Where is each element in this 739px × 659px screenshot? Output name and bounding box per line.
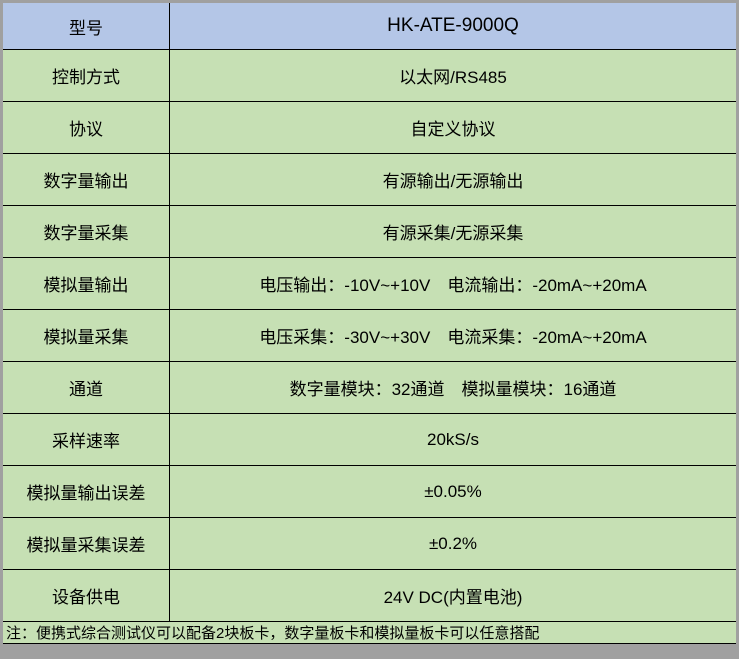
spec-row-analog-output: 模拟量输出 电压输出：-10V~+10V 电流输出：-20mA~+20mA bbox=[3, 258, 736, 310]
spec-row-digital-acquisition: 数字量采集 有源采集/无源采集 bbox=[3, 206, 736, 258]
footnote: 注：便携式综合测试仪可以配备2块板卡，数字量板卡和模拟量板卡可以任意搭配 bbox=[3, 622, 736, 644]
spec-row-digital-output: 数字量输出 有源输出/无源输出 bbox=[3, 154, 736, 206]
spec-row-control-mode: 控制方式 以太网/RS485 bbox=[3, 50, 736, 102]
spec-label: 协议 bbox=[3, 102, 170, 153]
spec-row-analog-output-error: 模拟量输出误差 ±0.05% bbox=[3, 466, 736, 518]
spec-row-sample-rate: 采样速率 20kS/s bbox=[3, 414, 736, 466]
spec-value: 电压采集：-30V~+30V 电流采集：-20mA~+20mA bbox=[259, 328, 647, 347]
spec-value: ±0.2% bbox=[428, 533, 478, 553]
spec-label: 采样速率 bbox=[3, 414, 170, 465]
spec-row-channels: 通道 数字量模块：32通道 模拟量模块：16通道 bbox=[3, 362, 736, 414]
spec-value: 电压输出：-10V~+10V 电流输出：-20mA~+20mA bbox=[259, 276, 647, 295]
spec-label: 模拟量输出 bbox=[3, 258, 170, 309]
spec-label: 数字量输出 bbox=[3, 154, 170, 205]
spec-label: 模拟量采集误差 bbox=[3, 518, 170, 569]
spec-row-analog-acquisition-error: 模拟量采集误差 ±0.2% bbox=[3, 518, 736, 570]
spec-value: 数字量模块：32通道 模拟量模块：16通道 bbox=[289, 380, 617, 399]
spec-row-model: 型号 HK-ATE-9000Q bbox=[3, 3, 736, 50]
spec-value: 以太网/RS485 bbox=[399, 68, 507, 87]
model-value: HK-ATE-9000Q bbox=[387, 15, 519, 36]
spec-label: 数字量采集 bbox=[3, 206, 170, 257]
spec-label: 模拟量输出误差 bbox=[3, 466, 170, 517]
spec-label: 模拟量采集 bbox=[3, 310, 170, 361]
spec-value: 有源输出/无源输出 bbox=[382, 172, 524, 191]
spec-value: 24V DC(内置电池) bbox=[383, 588, 523, 607]
spec-row-protocol: 协议 自定义协议 bbox=[3, 102, 736, 154]
spec-value: ±0.05% bbox=[424, 481, 482, 501]
spec-label: 通道 bbox=[3, 362, 170, 413]
spec-value: 20kS/s bbox=[427, 429, 479, 449]
spec-table: 型号 HK-ATE-9000Q 控制方式 以太网/RS485 协议 自定义协议 … bbox=[3, 3, 736, 644]
spec-label: 控制方式 bbox=[3, 50, 170, 101]
spec-row-analog-acquisition: 模拟量采集 电压采集：-30V~+30V 电流采集：-20mA~+20mA bbox=[3, 310, 736, 362]
spec-label: 型号 bbox=[3, 3, 170, 49]
spec-label: 设备供电 bbox=[3, 570, 170, 621]
spec-row-power-supply: 设备供电 24V DC(内置电池) bbox=[3, 570, 736, 622]
spec-value: 自定义协议 bbox=[410, 120, 496, 139]
spec-value: 有源采集/无源采集 bbox=[382, 224, 524, 243]
